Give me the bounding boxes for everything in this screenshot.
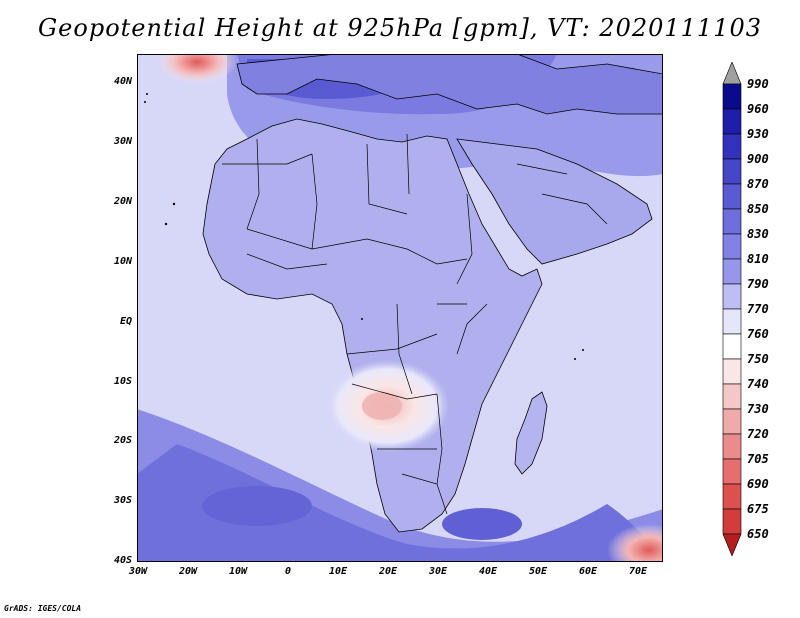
colorbar-top-arrow — [722, 61, 742, 85]
map-canvas — [137, 54, 663, 562]
lon-tick-label: 0 — [284, 566, 292, 577]
lat-tick-label: EQ — [119, 316, 132, 327]
colorbar-level-label: 720 — [747, 427, 769, 441]
colorbar-swatch — [722, 458, 742, 485]
country-borders — [222, 133, 608, 515]
colorbar-level-label: 850 — [747, 202, 769, 216]
se-corner-low — [607, 524, 663, 562]
colorbar-level-label: 930 — [747, 127, 769, 141]
colorbar-swatch — [722, 483, 742, 510]
lon-tick-label: 10W — [228, 566, 248, 577]
colorbar-swatch — [722, 433, 742, 460]
colorbar-swatch — [722, 108, 742, 135]
lon-tick-label: 40E — [478, 566, 498, 577]
lon-tick-label: 50E — [528, 566, 548, 577]
colorbar-swatch — [722, 283, 742, 310]
southern-high-core — [137, 444, 663, 562]
colorbar-level-label: 675 — [747, 502, 769, 516]
map-frame — [137, 54, 663, 562]
map-title: Geopotential Height at 925hPa [gpm], VT:… — [38, 14, 762, 42]
colorbar-level-label: 810 — [747, 252, 769, 266]
colorbar-level-label: 960 — [747, 102, 769, 116]
colorbar-level-label: 650 — [747, 527, 769, 541]
colorbar-level-label: 730 — [747, 402, 769, 416]
lon-tick-label: 60E — [578, 566, 598, 577]
colorbar-swatch — [722, 333, 742, 360]
lon-tick-label: 20E — [378, 566, 398, 577]
arabia-landmass — [456, 138, 653, 265]
colorbar-swatch — [722, 308, 742, 335]
colorbar-swatch — [722, 208, 742, 235]
colorbar-level-label: 690 — [747, 477, 769, 491]
lat-tick-label: 20N — [113, 196, 132, 207]
colorbar-level-label: 790 — [747, 277, 769, 291]
lon-tick-label: 70E — [628, 566, 648, 577]
colorbar-swatch — [722, 358, 742, 385]
colorbar-level-label: 870 — [747, 177, 769, 191]
colorbar-swatch — [722, 383, 742, 410]
lon-tick-label: 30W — [128, 566, 148, 577]
colorbar-level-label: 830 — [747, 227, 769, 241]
colorbar-swatches — [722, 61, 742, 557]
footer-credit: GrADS: IGES/COLA — [4, 604, 82, 613]
colorbar-level-label: 760 — [747, 327, 769, 341]
colorbar-bottom-arrow — [722, 533, 742, 557]
colorbar-swatch — [722, 408, 742, 435]
colorbar-level-label: 740 — [747, 377, 769, 391]
lat-tick-label: 40N — [113, 76, 132, 87]
lat-tick-label: 10S — [113, 376, 132, 387]
lat-tick-label: 40S — [113, 555, 132, 566]
africa-landmass — [202, 118, 543, 533]
colorbar-swatch — [722, 258, 742, 285]
lon-tick-label: 30E — [428, 566, 448, 577]
colorbar — [722, 61, 742, 560]
colorbar-swatch — [722, 83, 742, 110]
colorbar-swatch — [722, 508, 742, 535]
lat-tick-label: 30N — [113, 136, 132, 147]
colorbar-swatch — [722, 158, 742, 185]
colorbar-level-label: 770 — [747, 302, 769, 316]
sw-high-cell — [202, 486, 312, 526]
island-markers — [144, 93, 584, 360]
colorbar-swatch — [722, 233, 742, 260]
low-core — [362, 392, 402, 420]
lon-tick-label: 10E — [328, 566, 348, 577]
colorbar-level-label: 705 — [747, 452, 769, 466]
lon-tick-label: 20W — [178, 566, 198, 577]
map-area — [137, 54, 663, 562]
colorbar-swatch — [722, 183, 742, 210]
colorbar-level-label: 900 — [747, 152, 769, 166]
colorbar-level-label: 750 — [747, 352, 769, 366]
se-high-cell — [442, 508, 522, 540]
colorbar-level-label: 990 — [747, 77, 769, 91]
lat-tick-label: 30S — [113, 495, 132, 506]
colorbar-swatch — [722, 133, 742, 160]
nw-corner-low — [157, 54, 237, 84]
lat-tick-label: 10N — [113, 256, 132, 267]
lat-tick-label: 20S — [113, 435, 132, 446]
madagascar — [514, 391, 548, 475]
europe-landmass — [236, 54, 663, 115]
